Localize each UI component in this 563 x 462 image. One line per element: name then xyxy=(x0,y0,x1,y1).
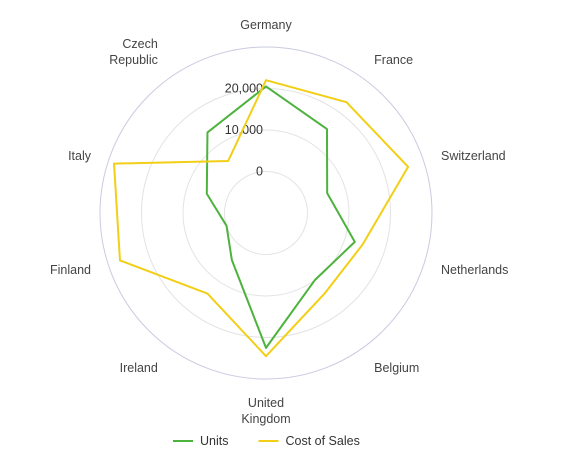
category-label-finland: Finland xyxy=(50,263,91,277)
category-label-ireland: Ireland xyxy=(120,361,158,375)
data-point-units-finland[interactable] xyxy=(224,223,229,228)
data-point-units-france[interactable] xyxy=(324,127,329,132)
data-point-cost-of-sales-germany[interactable] xyxy=(264,78,269,83)
category-label-france: France xyxy=(374,53,413,67)
category-label-belgium: Belgium xyxy=(374,361,419,375)
legend-label: Cost of Sales xyxy=(285,434,359,448)
grid-ring-0 xyxy=(224,171,308,255)
legend-item-units[interactable]: Units xyxy=(173,434,228,448)
category-label-germany: Germany xyxy=(240,18,292,32)
grid-ring-1 xyxy=(182,129,350,297)
series-line-units[interactable] xyxy=(205,85,356,349)
tick-label: 10,000 xyxy=(225,123,263,137)
data-point-cost-of-sales-finland[interactable] xyxy=(117,258,122,263)
data-point-units-netherlands[interactable] xyxy=(352,239,357,244)
radar-grid xyxy=(99,46,433,380)
category-label-italy: Italy xyxy=(68,149,92,163)
data-point-units-czech-republic[interactable] xyxy=(205,130,210,135)
legend-item-cost-of-sales[interactable]: Cost of Sales xyxy=(258,434,360,448)
category-label-netherlands: Netherlands xyxy=(441,263,508,277)
category-label-switzerland: Switzerland xyxy=(441,149,506,163)
series-line-cost-of-sales[interactable] xyxy=(113,79,410,358)
tick-label: 0 xyxy=(256,165,263,179)
data-point-cost-of-sales-ireland[interactable] xyxy=(205,291,210,296)
data-point-units-italy[interactable] xyxy=(204,191,209,196)
series-layer xyxy=(112,78,411,359)
data-point-units-belgium[interactable] xyxy=(312,278,317,283)
data-point-units-united-kingdom[interactable] xyxy=(264,345,269,350)
data-point-cost-of-sales-switzerland[interactable] xyxy=(406,164,411,169)
data-point-units-ireland[interactable] xyxy=(229,258,234,263)
data-point-cost-of-sales-united-kingdom[interactable] xyxy=(264,354,269,359)
grid-ring-2 xyxy=(141,88,391,338)
data-point-cost-of-sales-czech-republic[interactable] xyxy=(226,158,231,163)
outer-ring xyxy=(99,46,433,380)
radial-tick-labels: 0 10,000 20,000 xyxy=(225,82,263,179)
legend: Units Cost of Sales xyxy=(173,434,360,448)
category-label-united-kingdom: United Kingdom xyxy=(241,396,290,426)
data-point-cost-of-sales-france[interactable] xyxy=(344,100,349,105)
tick-label: 20,000 xyxy=(225,82,263,96)
data-point-cost-of-sales-belgium[interactable] xyxy=(322,291,327,296)
legend-label: Units xyxy=(200,434,228,448)
category-labels: Germany France Switzerland Netherlands Belgi… xyxy=(50,18,508,426)
data-point-cost-of-sales-netherlands[interactable] xyxy=(360,242,365,247)
data-point-units-switzerland[interactable] xyxy=(325,191,330,196)
category-label-czech-republic: Czech Republic xyxy=(109,37,158,67)
data-point-cost-of-sales-italy[interactable] xyxy=(112,161,117,166)
